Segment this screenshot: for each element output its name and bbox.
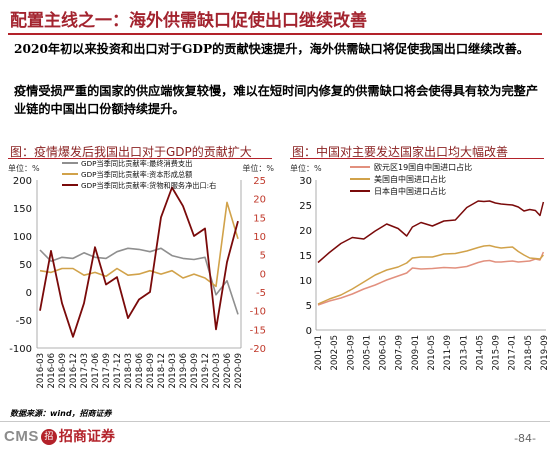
slide-title: 配置主线之一：海外供需缺口促使出口继续改善: [10, 11, 367, 31]
chart2-x-tick: 2009-01: [411, 335, 421, 371]
page-number: -84-: [514, 432, 536, 445]
chart1-divider: [8, 158, 272, 159]
chart2-x-tick: 2014-05: [475, 335, 485, 371]
chart1-right-tick: 15: [253, 213, 266, 224]
logo-cms-text: CMS: [4, 428, 39, 445]
chart1-series-line-2: [39, 201, 239, 288]
chart1-series-line-3: [39, 186, 239, 338]
chart2-x-tick: 2005-01: [362, 335, 372, 371]
chart1-right-tick: -5: [256, 288, 266, 299]
chart1-right-tick: 10: [253, 232, 266, 243]
chart1-legend-label: GDP当季同比贡献率:最终消费支出: [81, 159, 192, 168]
chart1-left-tick: 200: [13, 176, 32, 187]
chart2-x-tick: 2003-09: [346, 335, 356, 371]
company-logo: CMS 招招商证券: [4, 426, 115, 448]
chart1-left-tick: 100: [13, 232, 32, 243]
chart2-x-tick: 2002-05: [330, 335, 340, 371]
chart2-import-share: 单位：% 0 5 10 15 20 25 30 2001-01 2002-05 2003-09 200…: [290, 162, 550, 371]
chart1-left-tick: 50: [19, 260, 32, 271]
chart2-x-tick: 2013-01: [459, 335, 469, 371]
logo-company-name: 招商证券: [58, 429, 115, 445]
chart1-right-tick: 5: [260, 251, 266, 262]
chart1-x-tick: 2017-06: [91, 353, 101, 389]
chart1-x-tick: 2017-12: [113, 353, 123, 389]
chart1-right-tick: 0: [260, 269, 266, 280]
chart2-series-line-2: [317, 244, 544, 305]
chart2-y-tick: 5: [306, 301, 312, 312]
chart1-x-tick: 2016-12: [69, 353, 79, 389]
chart2-x-tick: 2018-05: [524, 335, 534, 371]
chart1-title: 图：疫情爆发后我国出口对于GDP的贡献扩大: [10, 145, 252, 159]
chart1-left-tick: 0: [26, 288, 32, 299]
chart1-x-tick: 2019-09: [190, 353, 200, 389]
chart1-x-tick: 2019-06: [179, 353, 189, 389]
chart1-x-tick: 2020-09: [234, 353, 244, 389]
chart2-series-line-3: [317, 200, 545, 264]
chart2-x-tick: 2007-09: [395, 335, 405, 371]
chart2-legend-label: 美国自中国进口占比: [374, 174, 446, 184]
chart1-right-tick: 25: [253, 176, 266, 187]
chart2-unit: 单位：%: [290, 163, 322, 173]
logo-mark-icon: 招: [40, 429, 57, 445]
chart1-left-tick: -100: [9, 344, 32, 355]
chart2-y-tick: 25: [299, 201, 312, 212]
chart2-x-tick: 2019-09: [540, 335, 550, 371]
chart1-x-tick: 2018-12: [157, 353, 167, 389]
chart1-right-tick: 20: [253, 195, 266, 206]
chart1-right-tick: -10: [250, 307, 266, 318]
paragraph-1: 2020年初以来投资和出口对于GDP的贡献快速提升，海外供需缺口将促使我国出口继…: [14, 42, 529, 56]
chart2-x-tick: 2006-05: [379, 335, 389, 371]
chart1-x-tick: 2018-03: [124, 353, 134, 389]
chart2-y-tick: 30: [299, 176, 312, 187]
chart2-y-tick: 10: [299, 276, 312, 287]
paragraph-2: 疫情受损严重的国家的供应端恢复较慢，难以在短时间内修复的供需缺口将会使得具有较为…: [14, 84, 539, 116]
chart1-left-tick: -50: [16, 316, 32, 327]
chart1-x-tick: 2020-06: [223, 353, 233, 389]
chart2-x-tick: 2011-09: [443, 335, 453, 371]
title-divider: [8, 33, 542, 35]
chart1-x-tick: 2019-03: [168, 353, 178, 389]
chart1-x-tick: 2016-09: [58, 353, 68, 389]
chart1-legend-label: GDP当季同比贡献率:资本形成总额: [81, 170, 192, 179]
chart1-x-tick: 2016-03: [36, 353, 46, 389]
chart1-x-tick: 2017-09: [102, 353, 112, 389]
chart2-x-tick: 2017-01: [508, 335, 518, 371]
chart2-x-tick: 2001-01: [314, 335, 324, 371]
chart2-title: 图：中国对主要发达国家出口均大幅改善: [292, 145, 509, 159]
chart2-legend-label: 日本自中国进口占比: [374, 186, 446, 196]
chart2-series-line-1: [317, 251, 545, 306]
chart1-x-tick: 2019-12: [201, 353, 211, 389]
chart2-y-tick: 20: [299, 226, 312, 237]
chart1-x-tick: 2016-06: [47, 353, 57, 389]
chart2-legend-label: 欧元区19国自中国进口占比: [374, 162, 472, 172]
chart1-gdp-contribution: 单位：% 单位：%-100-50050100150200-20-15-10-505…: [8, 159, 274, 389]
footer-divider: [0, 421, 550, 422]
chart1-left-tick: 150: [13, 204, 32, 215]
chart2-divider: [290, 158, 544, 159]
chart2-x-tick: 2010-05: [427, 335, 437, 371]
chart1-right-unit: 单位：%: [242, 163, 274, 173]
chart1-x-tick: 2018-09: [146, 353, 156, 389]
chart1-x-tick: 2018-06: [135, 353, 145, 389]
chart1-right-tick: -20: [250, 344, 266, 355]
chart2-y-tick: 15: [299, 251, 312, 262]
chart2-x-tick: 2015-09: [492, 335, 502, 371]
chart1-x-tick: 2020-03: [212, 353, 222, 389]
chart2-y-tick: 0: [306, 326, 312, 337]
chart1-x-tick: 2017-03: [80, 353, 90, 389]
chart1-right-tick: -15: [250, 325, 266, 336]
chart1-left-unit: 单位：%: [8, 163, 40, 173]
chart1-legend-label: GDP当季同比贡献率:货物和服务净出口:右: [81, 181, 216, 190]
data-source: 数据来源：wind，招商证券: [10, 409, 112, 418]
